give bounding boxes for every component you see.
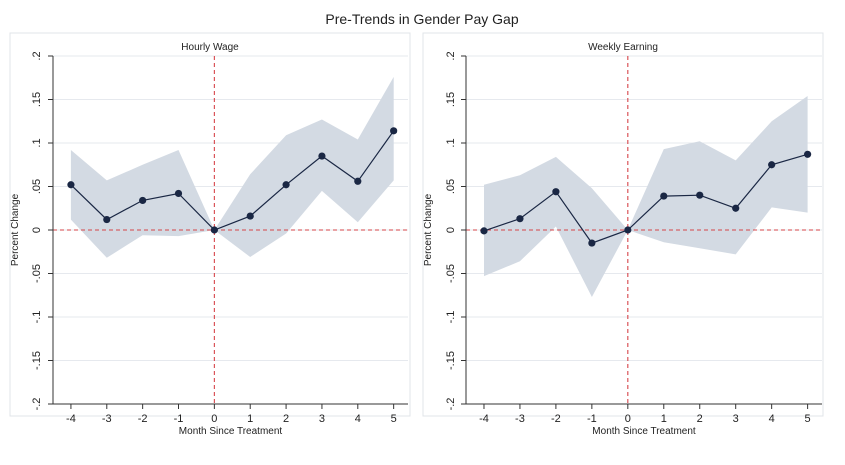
y-tick-label: .05 [445,179,457,194]
x-tick-label: 1 [661,413,667,425]
y-tick-label: -.2 [31,398,43,411]
x-tick-label: -2 [551,413,561,425]
data-point [139,196,147,205]
y-tick-label: .15 [445,92,457,107]
y-axis-title: Percent Change [423,193,434,266]
y-tick-label: -.15 [31,351,43,370]
panel-border [422,32,824,417]
y-tick-label: .1 [31,138,43,147]
data-point [696,191,704,199]
data-point [480,227,488,235]
data-point [804,150,812,158]
y-tick-label: -.2 [445,398,457,411]
x-axis-title: Month Since Treatment [179,426,283,437]
x-tick-label: 4 [769,413,775,425]
x-tick-label: -3 [102,413,112,425]
x-tick-label: 1 [247,413,253,425]
y-tick-label: .2 [445,51,457,60]
confidence-band [70,76,394,258]
x-tick-label: -2 [138,413,148,425]
data-point [103,215,111,224]
data-point [768,161,776,169]
panel-title: Hourly Wage [181,42,239,53]
x-tick-label: 0 [211,413,217,425]
x-tick-label: -1 [587,413,597,425]
data-point [210,226,218,234]
data-point [246,212,254,220]
y-tick-label: 0 [445,227,457,233]
x-tick-label: -3 [515,413,525,425]
data-point [354,177,362,185]
x-tick-label: 2 [697,413,703,425]
confidence-band [484,96,808,297]
y-tick-label: .15 [31,92,43,107]
y-tick-label: -.15 [445,351,457,370]
y-tick-label: .05 [31,179,43,194]
data-point [552,188,560,196]
y-tick-label: .1 [445,138,457,147]
panel-right: Weekly Earning -.2 -.15 -.1 -.05 0 .05 .1 .15 .2 -… [422,32,824,437]
estimate-line [483,153,808,244]
y-tick-label: -.05 [445,264,457,283]
panel-border [9,32,411,417]
y-tick-label: -.1 [31,311,43,324]
data-point [67,181,75,189]
figure-title: Pre-Trends in Gender Pay Gap [325,11,518,27]
x-tick-label: 4 [355,413,361,425]
data-point [282,181,290,189]
y-axis-title: Percent Change [10,193,21,266]
x-tick-label: 2 [283,413,289,425]
x-tick-label: 0 [625,413,631,425]
x-tick-label: -4 [479,413,489,425]
y-tick-label: -.1 [445,311,457,324]
y-tick-label: 0 [31,227,43,233]
data-point [516,215,524,223]
x-tick-label: 5 [805,413,811,425]
data-point [660,192,668,200]
panel-left: Hourly Wage -.2 -.15 -.1 -.05 0 .05 .1 .15 .2 -4 -3… [9,32,411,437]
data-point [390,127,398,135]
data-point [174,189,183,198]
x-tick-label: 3 [319,413,325,425]
x-tick-label: -4 [66,413,76,425]
x-tick-label: -1 [174,413,184,425]
data-point [624,226,632,234]
y-tick-label: .2 [31,51,43,60]
y-tick-label: -.05 [31,264,43,283]
data-point [732,204,740,212]
data-point [588,239,596,247]
data-point [318,152,326,160]
x-axis-title: Month Since Treatment [592,426,696,437]
estimate-line [70,130,395,231]
panel-title: Weekly Earning [588,42,658,53]
x-tick-label: 5 [391,413,397,425]
x-tick-label: 3 [733,413,739,425]
